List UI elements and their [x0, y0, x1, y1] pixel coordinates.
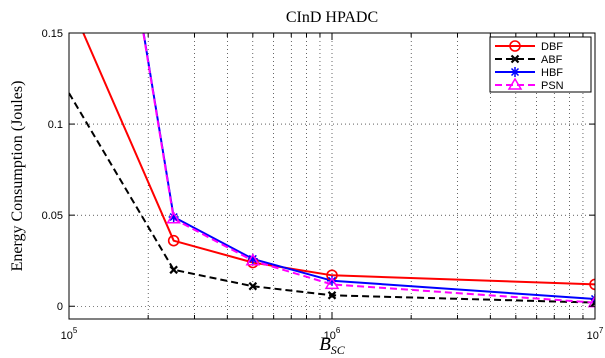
- series-marker-triangle: [166, 211, 181, 224]
- series-marker-x: [510, 54, 520, 64]
- x-axis-label-subscript: SC: [331, 343, 346, 357]
- chart-title: CInD HPADC: [286, 9, 378, 26]
- series-markers-psn: [166, 211, 595, 308]
- series-marker-asterisk: [510, 67, 520, 77]
- x-tick-label: 107: [587, 326, 604, 342]
- series-marker-x: [169, 265, 178, 275]
- series-marker-stroke: [590, 301, 595, 307]
- series-marker-triangle: [507, 77, 523, 90]
- series-marker-stroke: [327, 291, 337, 300]
- legend-entry-abf: ABF: [495, 54, 563, 66]
- x-tick-label: 106: [324, 326, 341, 342]
- series-marker-stroke: [248, 254, 257, 263]
- x-tick-label: 105: [61, 326, 78, 342]
- y-axis-label: Energy Consumption (Joules): [9, 81, 26, 272]
- series-marker-triangle: [324, 276, 340, 290]
- axis-ticks: [69, 32, 595, 319]
- legend-label: DBF: [541, 41, 563, 53]
- series-marker-x: [327, 291, 337, 300]
- series-marker-triangle: [587, 295, 595, 308]
- y-tick-label: 0.05: [42, 210, 63, 222]
- legend-entry-psn: PSN: [495, 77, 564, 92]
- legend-label: HBF: [541, 67, 563, 79]
- x-tick-label-exponent: 7: [599, 326, 604, 335]
- y-tick-label: 0.1: [48, 119, 63, 131]
- series-marker-circle: [167, 234, 180, 247]
- legend-entry-dbf: DBF: [495, 40, 563, 53]
- legend-label: ABF: [541, 54, 563, 66]
- series-marker-circle: [589, 278, 595, 291]
- x-tick-label-base: 10: [587, 330, 599, 342]
- x-axis-label-main: B: [319, 334, 331, 355]
- series-marker-stroke: [169, 265, 178, 275]
- x-tick-label-exponent: 6: [336, 326, 341, 335]
- markers-layer: [166, 211, 595, 308]
- x-tick-label-base: 10: [61, 330, 73, 342]
- series-marker-stroke: [169, 212, 178, 222]
- x-tick-label-base: 10: [324, 330, 336, 342]
- series-marker-stroke: [590, 294, 595, 301]
- series-marker-circle: [509, 40, 521, 52]
- legend-entry-hbf: HBF: [495, 67, 563, 79]
- legend-label: PSN: [541, 80, 564, 92]
- series-marker-x: [248, 281, 258, 291]
- series-marker-stroke: [510, 67, 520, 77]
- series-marker-stroke: [248, 281, 258, 291]
- series-marker-stroke: [510, 54, 520, 64]
- series-marker-triangle: [245, 253, 261, 266]
- y-tick-label: 0: [57, 301, 63, 313]
- x-axis-label: BSC: [319, 334, 346, 357]
- y-tick-label: 0.15: [42, 28, 63, 40]
- x-tick-label-exponent: 5: [73, 326, 78, 335]
